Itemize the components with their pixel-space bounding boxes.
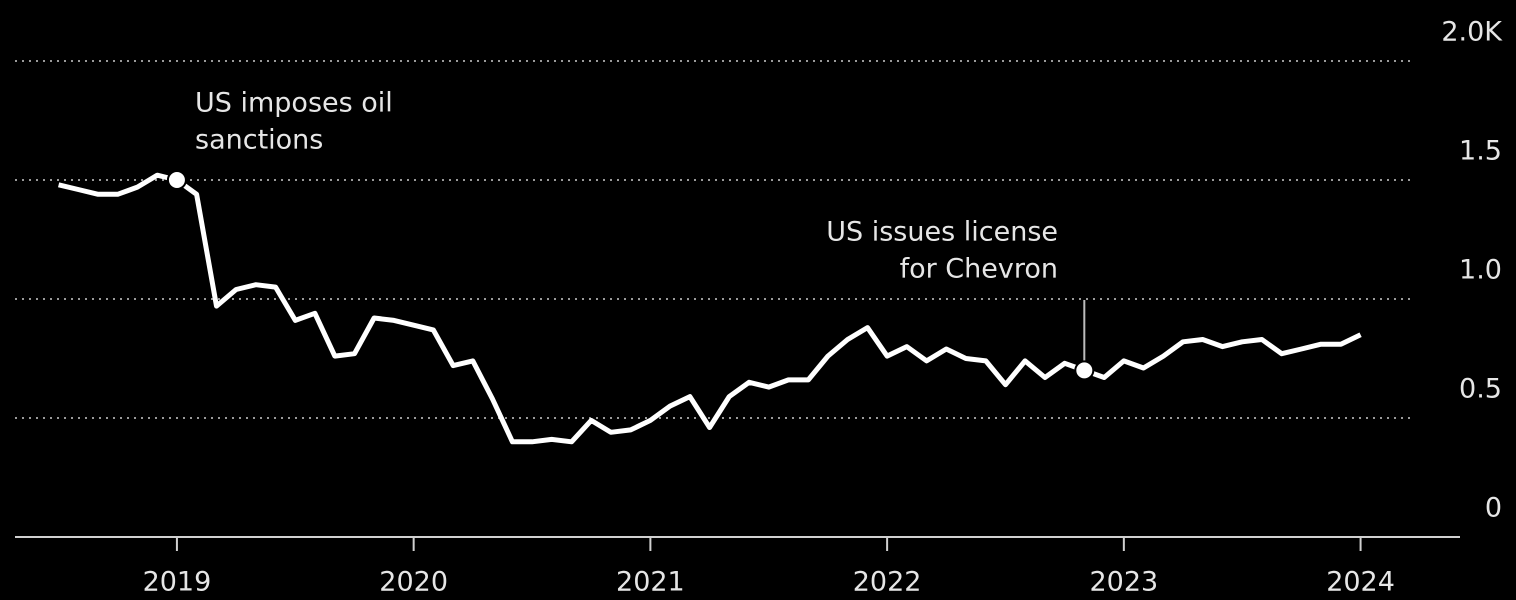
line-series: [58, 172, 1362, 445]
y-tick-label: 2.0K: [1441, 17, 1503, 48]
annotation-dot: [166, 170, 187, 190]
annotation-text: sanctions: [195, 125, 323, 156]
y-tick-label: 1.0: [1459, 255, 1502, 286]
x-tick-label: 2020: [379, 567, 448, 598]
y-tick-label: 1.5: [1459, 136, 1502, 167]
x-tick-label: 2021: [616, 567, 685, 598]
annotation-text: US imposes oil: [195, 88, 393, 119]
y-tick-label: 0: [1485, 493, 1502, 524]
x-tick-label: 2023: [1089, 567, 1158, 598]
x-tick-label: 2019: [143, 567, 212, 598]
annotation-text: for Chevron: [900, 254, 1058, 285]
annotation-text: US issues license: [826, 217, 1058, 248]
x-tick-label: 2024: [1326, 567, 1395, 598]
y-tick-label: 0.5: [1459, 374, 1502, 405]
x-tick-label: 2022: [853, 567, 922, 598]
annotation-dot: [1074, 360, 1095, 381]
